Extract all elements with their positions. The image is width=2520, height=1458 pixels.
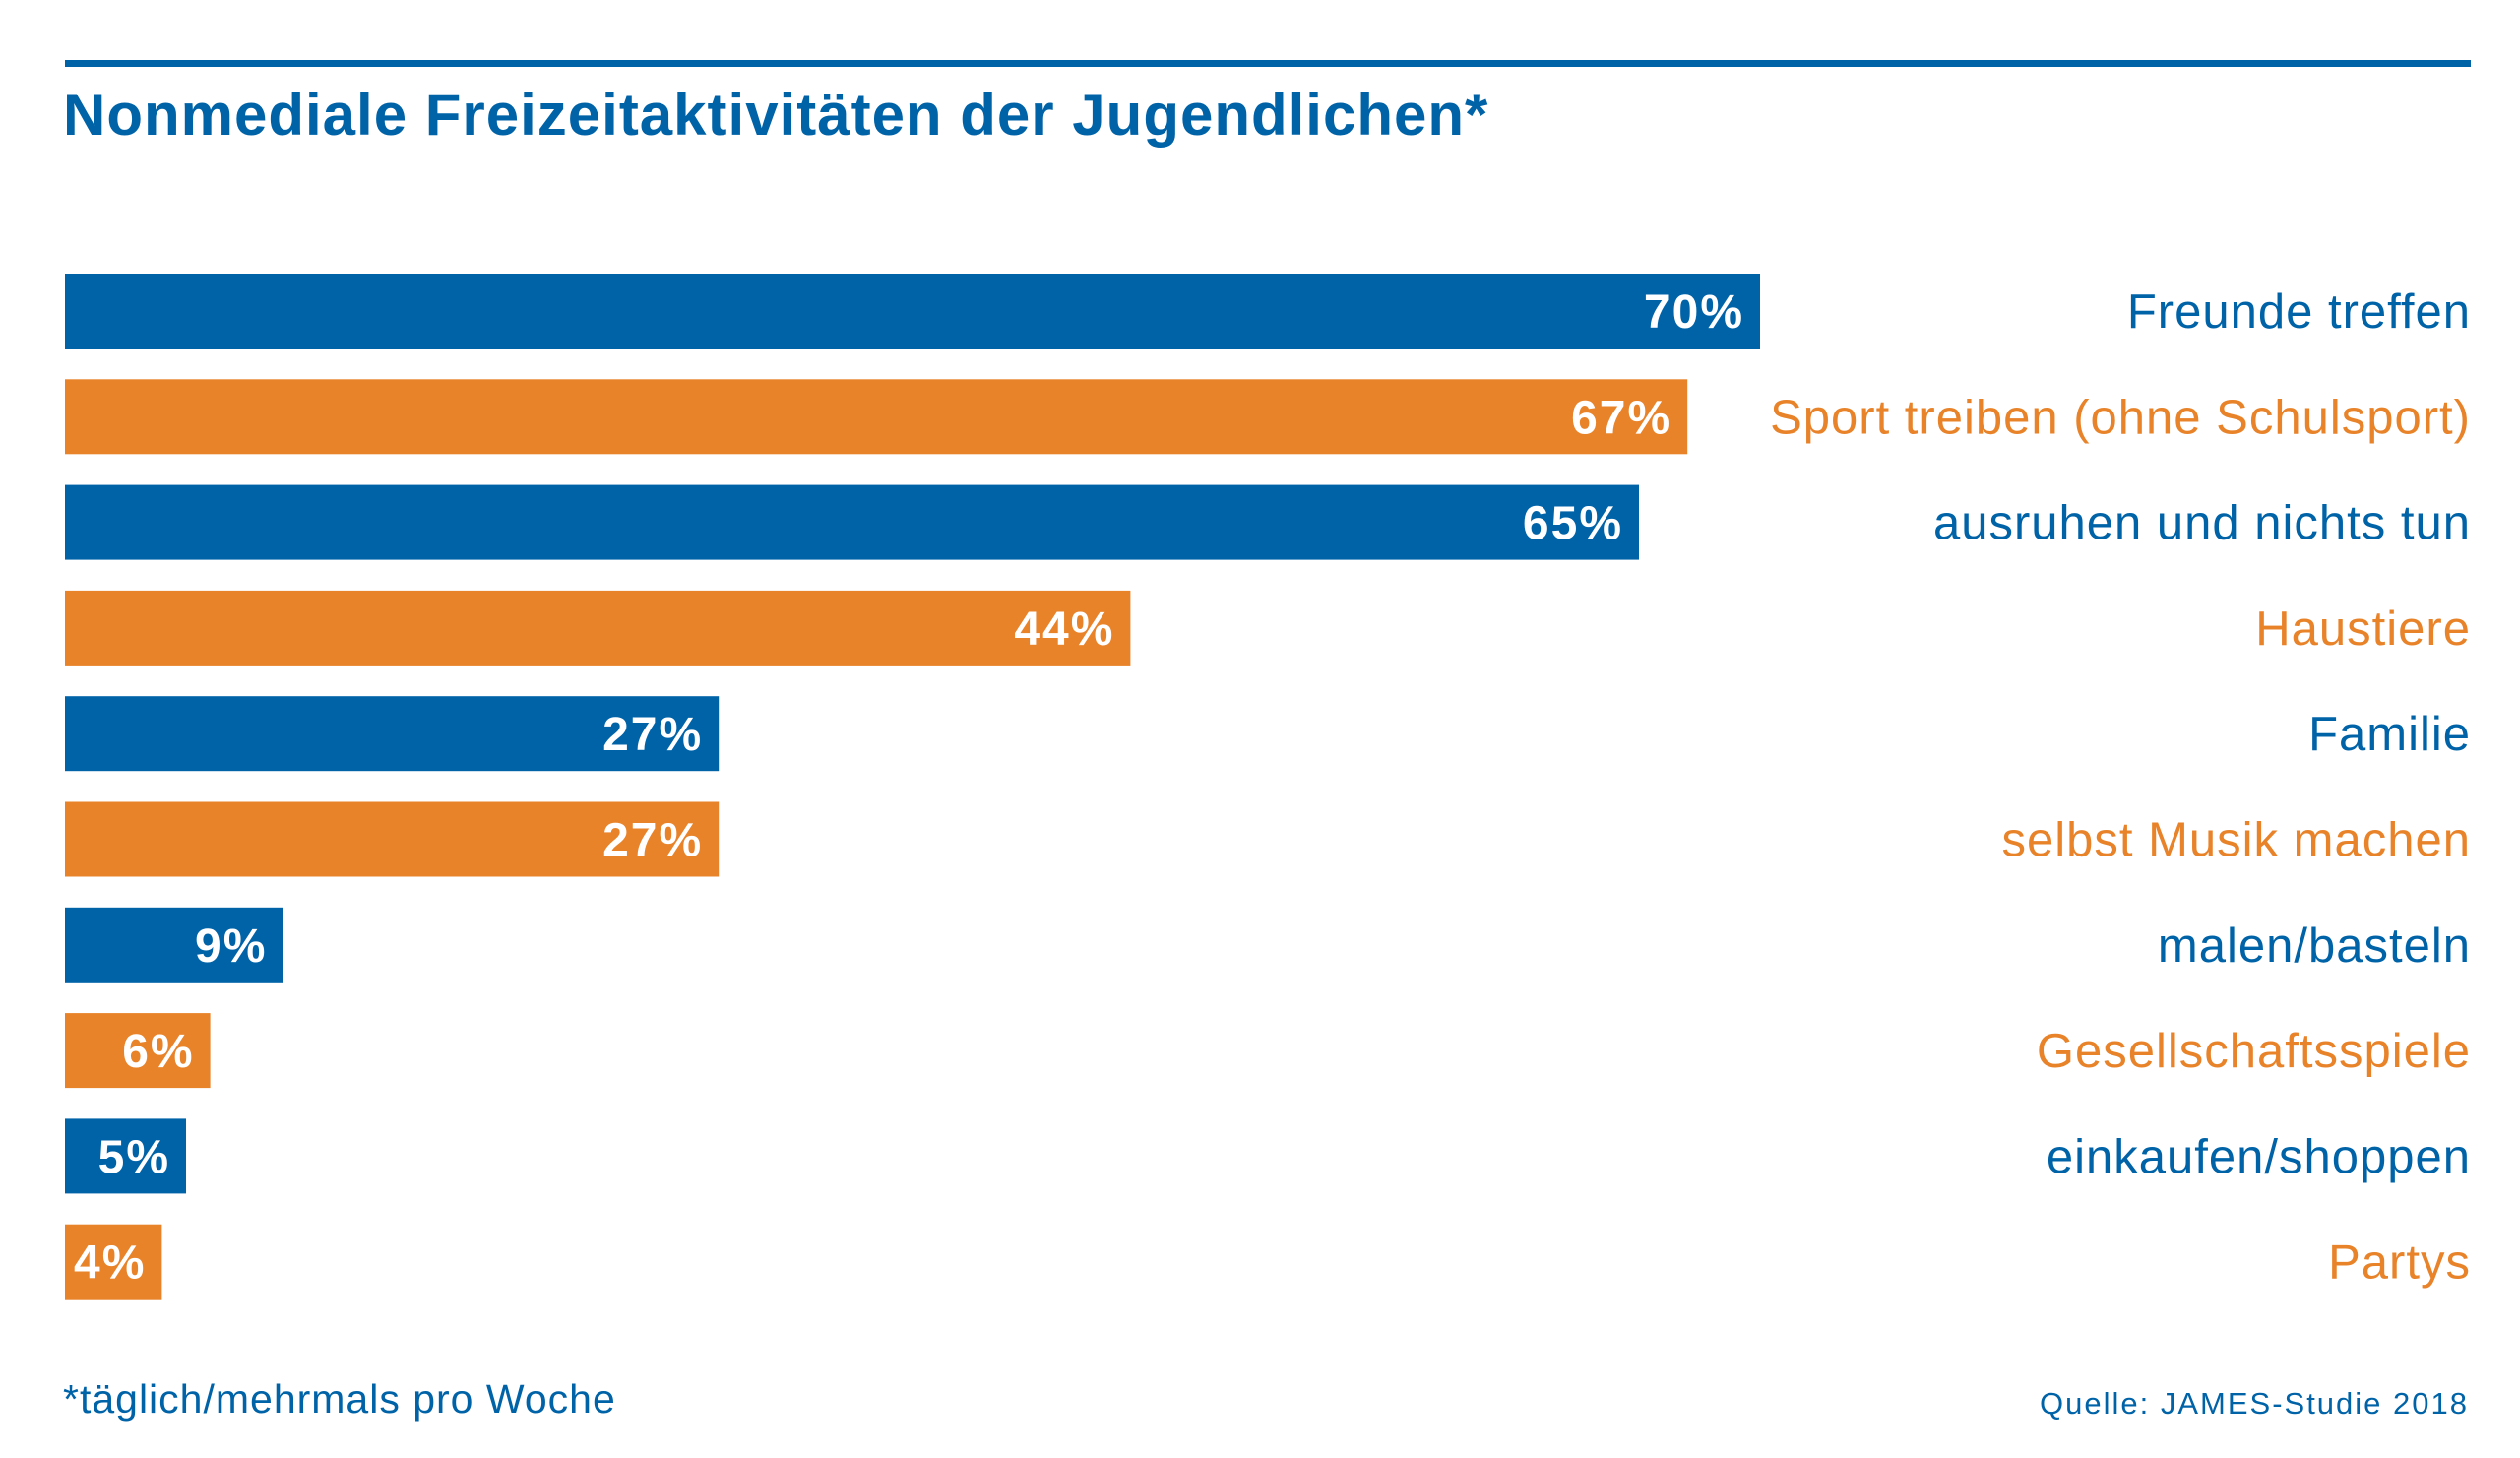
bar-sport-treiben-ohne-schulsport <box>65 379 1688 455</box>
category-label-haustiere: Haustiere <box>2255 602 2471 656</box>
value-label-sport-treiben-ohne-schulsport: 67% <box>1571 392 1671 444</box>
value-label-gesellschaftsspiele: 6% <box>122 1026 194 1078</box>
value-label-haustiere: 44% <box>1014 603 1114 656</box>
category-label-selbst-musik-machen: selbst Musik machen <box>2001 814 2471 867</box>
source-note: Quelle: JAMES-Studie 2018 <box>2040 1386 2469 1421</box>
bar-selbst-musik-machen <box>65 801 720 877</box>
value-label-partys: 4% <box>74 1237 146 1290</box>
value-label-ausruhen-und-nichts-tun: 65% <box>1523 498 1623 550</box>
category-label-malen-basteln: malen/basteln <box>2158 919 2471 973</box>
chart-title: Nonmediale Freizeitaktivitäten der Jugen… <box>63 82 1489 148</box>
bar-haustiere <box>65 590 1131 666</box>
category-label-familie: Familie <box>2308 708 2471 761</box>
bar-malen-basteln <box>65 907 284 983</box>
value-label-einkaufen-shoppen: 5% <box>98 1131 170 1183</box>
value-label-malen-basteln: 9% <box>195 920 267 973</box>
bar-einkaufen-shoppen <box>65 1118 186 1194</box>
value-label-familie: 27% <box>602 709 703 761</box>
bar-freunde-treffen <box>65 274 1760 349</box>
bar-partys <box>65 1224 162 1300</box>
value-label-freunde-treffen: 70% <box>1644 286 1744 339</box>
footnote: *täglich/mehrmals pro Woche <box>63 1376 616 1422</box>
category-label-gesellschaftsspiele: Gesellschaftsspiele <box>2037 1025 2471 1078</box>
bar-gesellschaftsspiele <box>65 1013 211 1089</box>
category-label-einkaufen-shoppen: einkaufen/shoppen <box>2047 1130 2471 1183</box>
bar-familie <box>65 696 720 772</box>
title-rule <box>65 60 2471 67</box>
category-label-freunde-treffen: Freunde treffen <box>2127 285 2471 339</box>
value-label-selbst-musik-machen: 27% <box>602 815 703 867</box>
category-label-ausruhen-und-nichts-tun: ausruhen und nichts tun <box>1933 497 2471 550</box>
category-label-partys: Partys <box>2328 1236 2471 1290</box>
bar-ausruhen-und-nichts-tun <box>65 484 1639 560</box>
category-label-sport-treiben-ohne-schulsport: Sport treiben (ohne Schulsport) <box>1770 391 2471 444</box>
